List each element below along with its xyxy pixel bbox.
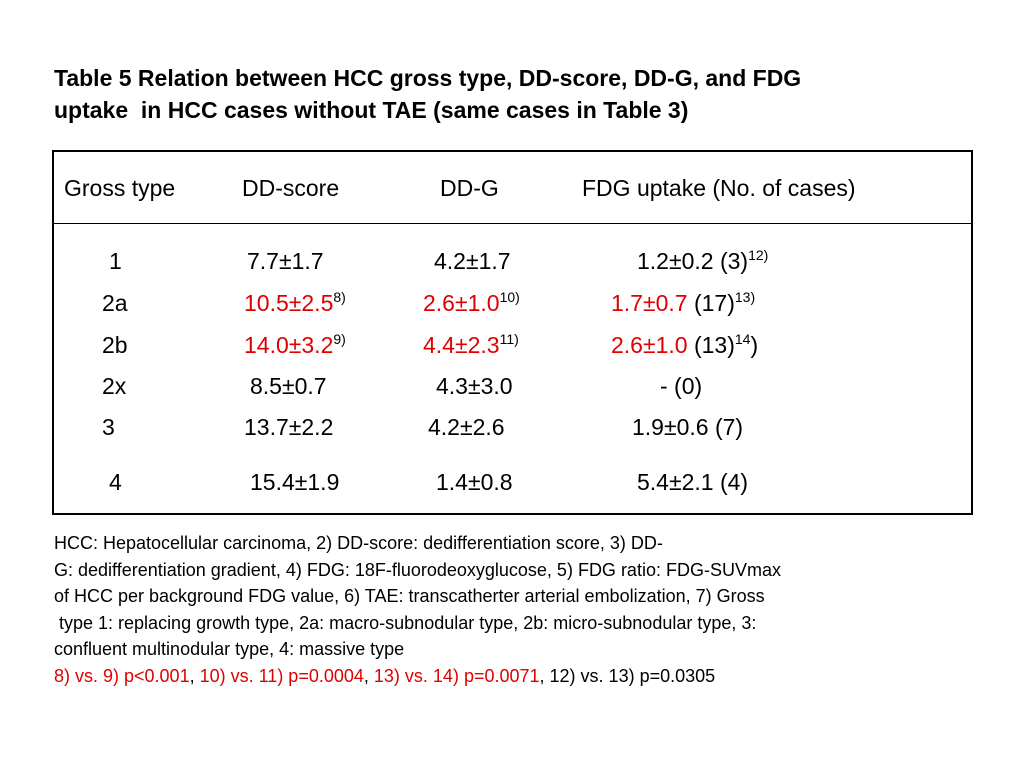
footnotes: HCC: Hepatocellular carcinoma, 2) DD-sco… bbox=[54, 530, 984, 689]
row-2x-dd-g: 4.3±3.0 bbox=[436, 373, 513, 399]
row-2a-gross-type: 2a bbox=[102, 290, 128, 316]
row-2b-dd-g: 4.4±2.311) bbox=[423, 331, 519, 358]
row-2x-gross-type: 2x bbox=[102, 373, 127, 399]
stat-12-vs-13: , 12) vs. 13) p=0.0305 bbox=[539, 665, 716, 686]
statistics-line: 8) vs. 9) p<0.001, 10) vs. 11) p=0.0004,… bbox=[54, 665, 716, 686]
row-1-gross-type: 1 bbox=[109, 248, 122, 274]
stat-8-vs-9: 8) vs. 9) p<0.001 bbox=[54, 665, 190, 686]
row-3-dd-g: 4.2±2.6 bbox=[428, 414, 505, 440]
table-title: Table 5 Relation between HCC gross type,… bbox=[54, 62, 994, 126]
title-line-2: uptake in HCC cases without TAE (same ca… bbox=[54, 97, 689, 123]
results-table: Gross type DD-score DD-G FDG uptake (No.… bbox=[52, 150, 973, 515]
row-1-fdg: 1.2±0.2 (3)12) bbox=[637, 247, 769, 274]
row-3-fdg: 1.9±0.6 (7) bbox=[632, 414, 744, 440]
footnote-line-1: HCC: Hepatocellular carcinoma, 2) DD-sco… bbox=[54, 533, 663, 553]
row-2b-gross-type: 2b bbox=[102, 332, 128, 358]
footnote-line-2: G: dedifferentiation gradient, 4) FDG: 1… bbox=[54, 559, 781, 580]
row-3-dd-score: 13.7±2.2 bbox=[244, 414, 334, 440]
row-2a-dd-g: 2.6±1.010) bbox=[423, 289, 520, 316]
row-2x-dd-score: 8.5±0.7 bbox=[250, 373, 327, 399]
row-4-dd-g: 1.4±0.8 bbox=[436, 469, 513, 495]
header-gross-type: Gross type bbox=[64, 175, 176, 201]
header-separator bbox=[54, 223, 971, 224]
row-1-dd-g: 4.2±1.7 bbox=[434, 248, 511, 274]
stat-13-vs-14: 13) vs. 14) p=0.0071 bbox=[373, 665, 540, 686]
footnote-line-4: type 1: replacing growth type, 2a: macro… bbox=[54, 612, 757, 633]
row-2b-fdg: 2.6±1.0 (13)14) bbox=[611, 331, 759, 358]
header-dd-g: DD-G bbox=[440, 175, 499, 201]
row-1-dd-score: 7.7±1.7 bbox=[247, 248, 324, 274]
row-4-dd-score: 15.4±1.9 bbox=[250, 469, 340, 495]
footnote-line-5: confluent multinodular type, 4: massive … bbox=[54, 639, 405, 659]
row-4-gross-type: 4 bbox=[109, 469, 122, 495]
row-4-fdg: 5.4±2.1 (4) bbox=[637, 469, 749, 495]
row-2a-fdg: 1.7±0.7 (17)13) bbox=[611, 289, 756, 316]
header-fdg-uptake: FDG uptake (No. of cases) bbox=[582, 175, 856, 201]
row-2b-dd-score: 14.0±3.29) bbox=[244, 331, 346, 358]
row-2x-fdg: - (0) bbox=[660, 373, 703, 399]
title-line-1: Table 5 Relation between HCC gross type,… bbox=[54, 65, 802, 91]
footnote-line-3: of HCC per background FDG value, 6) TAE:… bbox=[54, 586, 765, 606]
row-2a-dd-score: 10.5±2.58) bbox=[244, 289, 346, 316]
row-3-gross-type: 3 bbox=[102, 414, 115, 440]
stat-10-vs-11: 10) vs. 11) p=0.0004 bbox=[199, 665, 364, 686]
header-dd-score: DD-score bbox=[242, 175, 340, 201]
